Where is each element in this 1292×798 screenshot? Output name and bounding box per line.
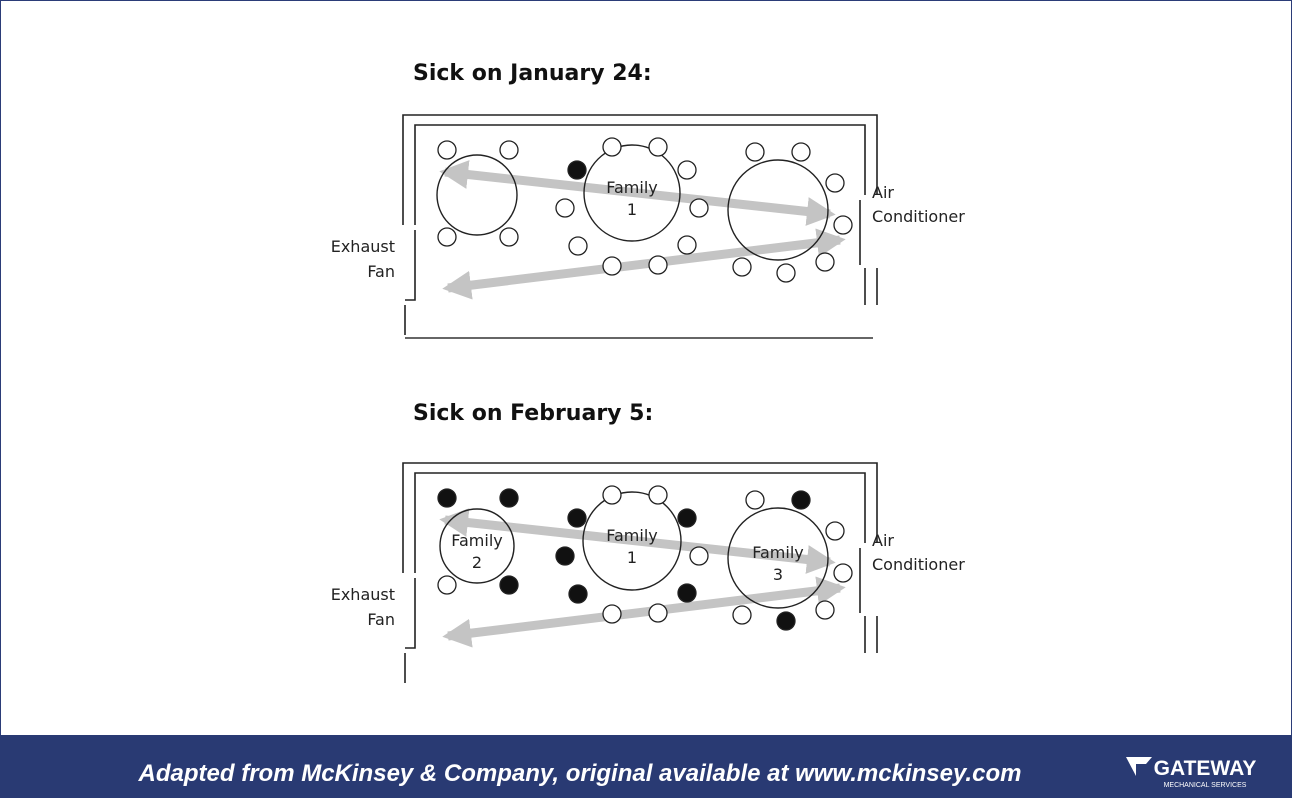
seat (567, 508, 587, 528)
table-label: Family (606, 178, 657, 197)
seat (437, 575, 457, 595)
table (727, 159, 829, 261)
seat (437, 140, 457, 160)
seat (677, 508, 697, 528)
footer-band (0, 735, 1292, 798)
seat (602, 485, 622, 505)
table-label: 1 (627, 200, 637, 219)
seat (791, 490, 811, 510)
exhaust-label: Exhaust (331, 237, 395, 256)
table (436, 154, 518, 236)
seat (555, 546, 575, 566)
seat (732, 257, 752, 277)
airflow-arrow (442, 576, 846, 648)
table-label: 3 (773, 565, 783, 584)
logo: GATEWAY (1154, 757, 1257, 780)
seat (825, 521, 845, 541)
ac-label: Air (872, 531, 894, 550)
seat (648, 255, 668, 275)
seat (499, 140, 519, 160)
seat (602, 256, 622, 276)
wall (402, 462, 878, 683)
seat (499, 575, 519, 595)
seat (677, 235, 697, 255)
ac-label: Air (872, 183, 894, 202)
seat (602, 604, 622, 624)
seat (648, 603, 668, 623)
seat (689, 546, 709, 566)
seat (648, 137, 668, 157)
seat (745, 490, 765, 510)
logo-sub: MECHANICAL SERVICES (1164, 782, 1247, 789)
seat (745, 142, 765, 162)
table (583, 144, 681, 242)
seat (567, 160, 587, 180)
wall (402, 114, 878, 335)
exhaust-label: Fan (367, 262, 395, 281)
seat (776, 611, 796, 631)
table-label: 2 (472, 553, 482, 572)
exhaust-label: Fan (367, 610, 395, 629)
seat (555, 198, 575, 218)
seat (437, 227, 457, 247)
footer-text: Adapted from McKinsey & Company, origina… (138, 760, 1022, 787)
table (582, 491, 682, 591)
seat (677, 583, 697, 603)
exhaust-label: Exhaust (331, 585, 395, 604)
seat (833, 563, 853, 583)
seat (677, 160, 697, 180)
seat (732, 605, 752, 625)
airflow-arrow (439, 160, 836, 226)
table-label: Family (606, 526, 657, 545)
table-label: Family (451, 531, 502, 550)
seat (833, 215, 853, 235)
table-label: 1 (627, 548, 637, 567)
logo-icon (1126, 757, 1152, 776)
panel-title: Sick on February 5: (413, 401, 653, 426)
seat (825, 173, 845, 193)
seat (602, 137, 622, 157)
airflow-arrow (442, 228, 846, 300)
seat (499, 227, 519, 247)
table (727, 507, 829, 609)
seat (815, 600, 835, 620)
seat (499, 488, 519, 508)
table-label: Family (752, 543, 803, 562)
seat (568, 236, 588, 256)
ac-label: Conditioner (872, 555, 965, 574)
panel-title: Sick on January 24: (413, 61, 652, 86)
seat (791, 142, 811, 162)
ac-label: Conditioner (872, 207, 965, 226)
seat (689, 198, 709, 218)
seat (568, 584, 588, 604)
seat (815, 252, 835, 272)
seat (437, 488, 457, 508)
table (439, 508, 515, 584)
seat (648, 485, 668, 505)
seat (776, 263, 796, 283)
